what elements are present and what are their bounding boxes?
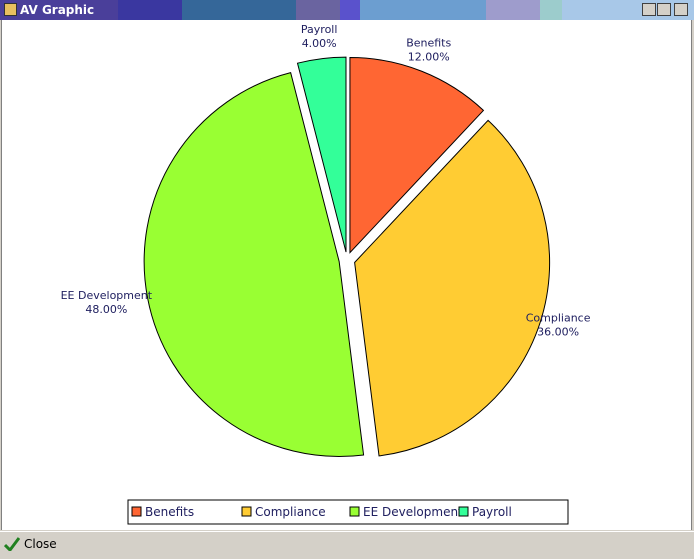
legend-label: Payroll bbox=[472, 505, 512, 519]
slice-label: Compliance bbox=[526, 312, 591, 325]
title-bar bbox=[0, 0, 694, 20]
slice-value-label: 12.00% bbox=[408, 51, 450, 64]
slice-value-label: 4.00% bbox=[302, 37, 337, 50]
minimize-button[interactable] bbox=[642, 3, 656, 16]
close-button[interactable]: Close bbox=[4, 537, 57, 551]
bottom-bar: Close bbox=[0, 531, 694, 559]
legend-swatch bbox=[349, 506, 360, 517]
window-icon bbox=[4, 3, 17, 16]
slice-label: EE Development bbox=[61, 289, 153, 302]
pie-slice bbox=[349, 57, 485, 254]
check-icon bbox=[4, 537, 20, 551]
slice-label: Payroll bbox=[301, 23, 338, 36]
chart-area: Benefits 12.00% Compliance 36.00% EE Develop… bbox=[1, 20, 692, 530]
close-label: Close bbox=[24, 537, 57, 551]
legend-label: Benefits bbox=[145, 505, 194, 519]
pie-slice bbox=[143, 72, 365, 457]
window-title: AV Graphic bbox=[20, 3, 95, 17]
slice-value-label: 48.00% bbox=[85, 303, 127, 316]
legend-box bbox=[127, 499, 569, 525]
legend-swatch bbox=[458, 506, 469, 517]
pie-slice bbox=[296, 56, 347, 253]
legend-label: Compliance bbox=[255, 505, 326, 519]
close-window-button[interactable] bbox=[674, 3, 688, 16]
slice-value-label: 36.00% bbox=[537, 326, 579, 339]
pie-slice bbox=[354, 119, 551, 457]
legend-swatch bbox=[131, 506, 142, 517]
legend-label: EE Development bbox=[363, 505, 463, 519]
maximize-button[interactable] bbox=[657, 3, 671, 16]
slice-label: Benefits bbox=[406, 37, 451, 50]
legend-swatch bbox=[241, 506, 252, 517]
